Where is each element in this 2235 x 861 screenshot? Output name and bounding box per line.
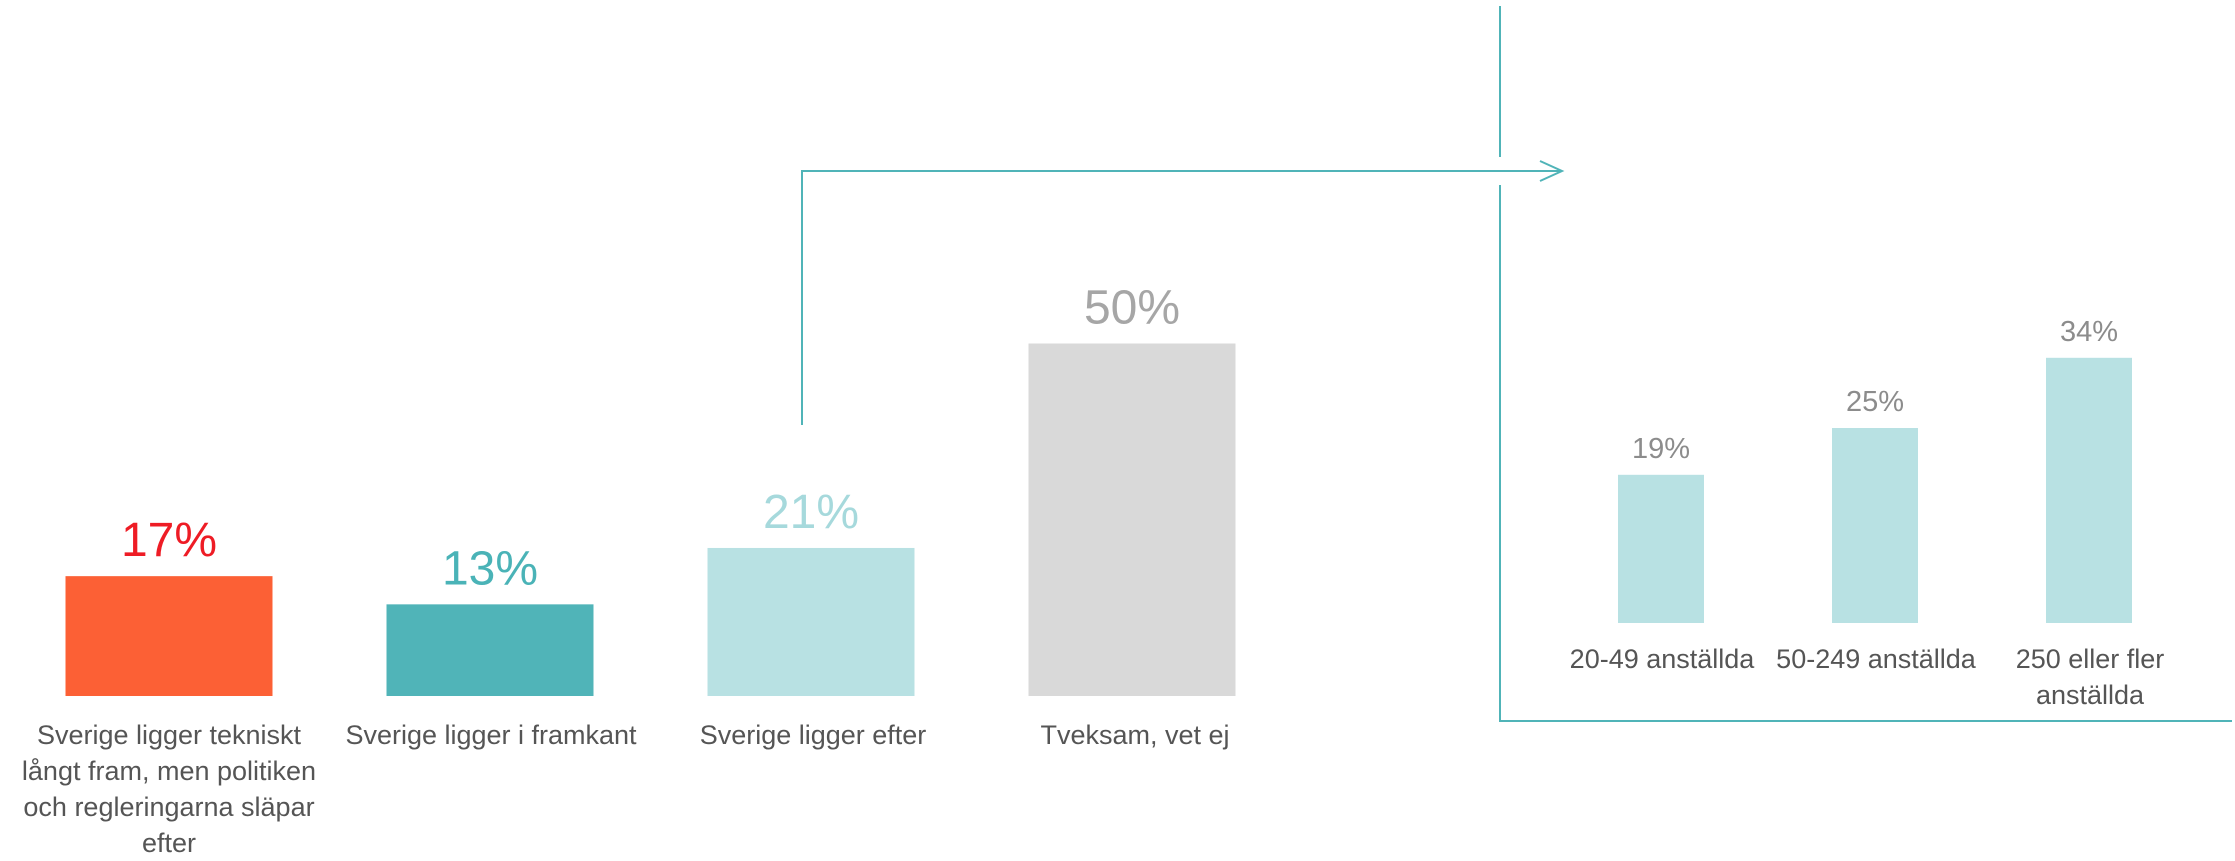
category-label-left-1: Sverige ligger i framkant — [345, 720, 637, 750]
connector-arrow-head — [1539, 160, 1565, 182]
value-label-right-0: 19% — [1632, 433, 1690, 465]
category-label-left-3: Tveksam, vet ej — [1040, 720, 1230, 750]
category-label-left-0: Sverige ligger tekniskt långt fram, men … — [21, 720, 317, 858]
connector-layer — [801, 6, 2232, 722]
connector-arrow-line — [801, 170, 1560, 425]
bar-left-0 — [65, 576, 273, 696]
value-label-left-3: 50% — [1084, 282, 1180, 335]
value-label-left-1: 13% — [442, 542, 538, 595]
bracket-bottom-line — [1499, 185, 2232, 722]
right-chart-bars — [1618, 357, 2132, 623]
bar-right-1 — [1832, 428, 1918, 623]
category-label-right-0: 20-49 anställda — [1569, 644, 1755, 674]
value-label-right-2: 34% — [2060, 316, 2118, 348]
bar-left-2 — [707, 547, 915, 696]
bar-right-2 — [2046, 357, 2132, 623]
category-label-left-2: Sverige ligger efter — [699, 720, 927, 750]
left-chart-bars — [65, 343, 1236, 696]
bar-left-1 — [386, 604, 594, 696]
bar-left-3 — [1028, 343, 1236, 696]
category-label-right-2: 250 eller fler anställda — [2015, 644, 2165, 710]
value-label-right-1: 25% — [1846, 386, 1904, 418]
category-label-right-1: 50-249 anställda — [1776, 644, 1976, 674]
bar-right-0 — [1618, 474, 1704, 623]
value-labels: 17% 13% 21% 50% 19% 25% 34% — [121, 282, 2118, 596]
value-label-left-0: 17% — [121, 514, 217, 567]
value-label-left-2: 21% — [763, 486, 859, 539]
